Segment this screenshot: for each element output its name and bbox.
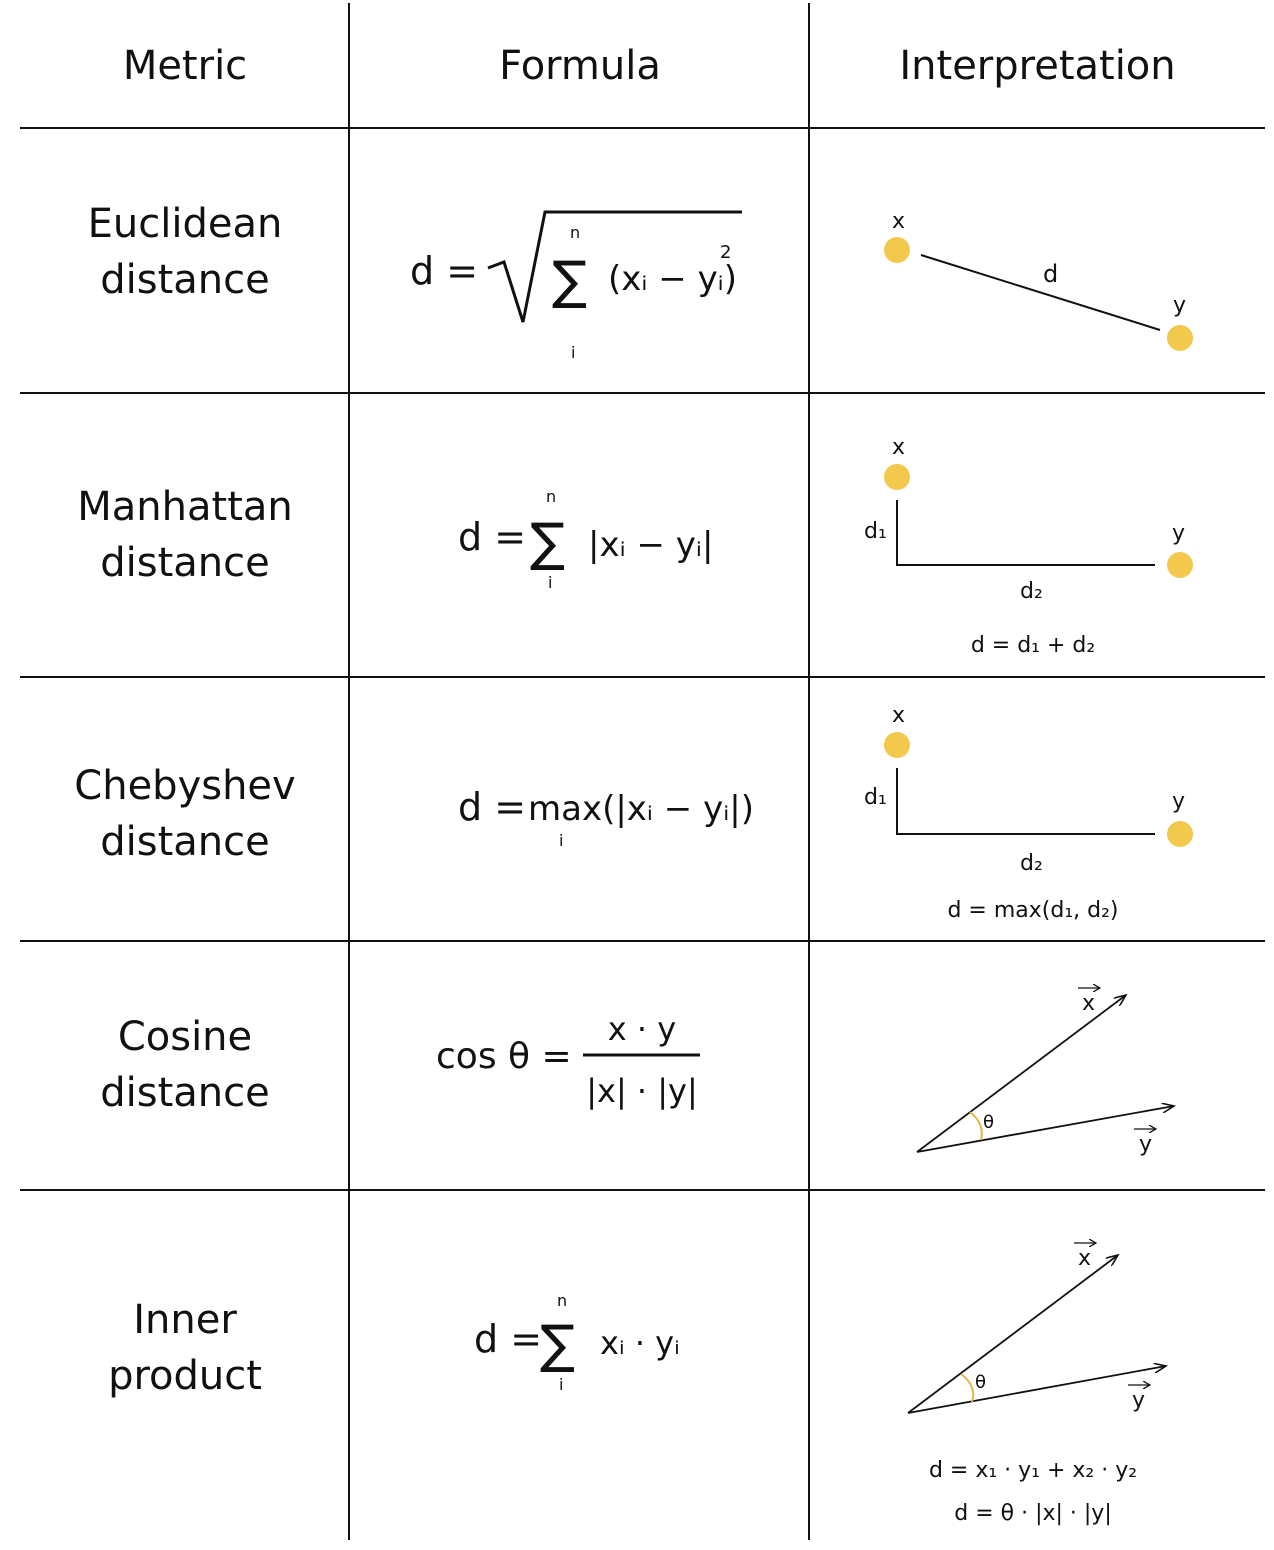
distance-equation: d = d₁ + d₂ <box>971 633 1095 658</box>
sum-lower-limit: i <box>548 573 552 592</box>
column-divider-2 <box>808 3 810 1540</box>
point-x-label: x <box>892 209 905 234</box>
formula-inner-product: d = n ∑ i xᵢ · yᵢ <box>474 1291 680 1394</box>
fraction-numerator: x · y <box>608 1010 676 1048</box>
formula-lhs: cos θ = <box>436 1036 572 1077</box>
sum-upper-limit: n <box>557 1291 567 1310</box>
formula-cosine: cos θ = x · y |x| · |y| <box>436 1010 700 1110</box>
sum-upper-limit: n <box>570 223 580 242</box>
theta-label: θ <box>975 1372 986 1393</box>
formula-lhs: d = <box>458 785 526 829</box>
d2-label: d₂ <box>1020 851 1043 876</box>
vector-x-label: x <box>1078 1246 1091 1271</box>
sigma-symbol: ∑ <box>530 513 565 573</box>
sum-upper-limit: n <box>546 487 556 506</box>
formula-body: max(|xᵢ − yᵢ|) <box>528 789 754 829</box>
point-x-label: x <box>892 703 905 728</box>
formula-euclidean: d = n ∑ i (xᵢ − yᵢ) 2 <box>410 210 742 362</box>
sqrt-sign <box>487 210 742 323</box>
diagram-chebyshev: x d₁ y d₂ d = max(d₁, d₂) <box>864 703 1193 923</box>
formula-body: xᵢ · yᵢ <box>600 1324 680 1362</box>
point-y-label: y <box>1173 293 1186 318</box>
metric-name-line2: distance <box>100 1070 270 1116</box>
metric-name-line2: distance <box>100 257 270 303</box>
metric-name-line1: Inner <box>133 1297 237 1343</box>
vector-y-label: y <box>1139 1132 1152 1157</box>
angle-arc <box>969 1111 983 1141</box>
sigma-symbol: ∑ <box>552 251 587 311</box>
vector-y-label: y <box>1132 1388 1145 1413</box>
d1-label: d₁ <box>864 519 887 544</box>
formula-body: (xᵢ − yᵢ) <box>608 259 737 299</box>
row-divider-header <box>20 127 1265 129</box>
metric-name-line2: distance <box>100 819 270 865</box>
angle-arc <box>960 1373 975 1403</box>
metric-cosine: Cosine distance <box>20 1009 350 1121</box>
row-divider-4 <box>20 1189 1265 1191</box>
distance-line <box>920 254 1161 331</box>
metric-manhattan: Manhattan distance <box>20 479 350 591</box>
point-x <box>884 237 910 263</box>
row-divider-2 <box>20 676 1265 678</box>
metric-inner-product: Inner product <box>20 1292 350 1404</box>
fraction-denominator: |x| · |y| <box>586 1072 698 1110</box>
metric-name-line1: Euclidean <box>87 201 283 247</box>
point-y-label: y <box>1172 789 1185 814</box>
diagram-inner-product: θ x y d = x₁ · y₁ + x₂ · y₂ d = θ · |x| … <box>907 1243 1166 1526</box>
metric-euclidean: Euclidean distance <box>20 196 350 308</box>
row-divider-3 <box>20 940 1265 942</box>
formula-body: |xᵢ − yᵢ| <box>588 525 713 565</box>
inner-product-equation-2: d = θ · |x| · |y| <box>954 1501 1112 1526</box>
formula-lhs: d = <box>458 515 526 559</box>
diagram-euclidean: x d y <box>884 209 1193 351</box>
point-y <box>1167 325 1193 351</box>
d1-label: d₁ <box>864 785 887 810</box>
distance-equation: d = max(d₁, d₂) <box>947 898 1118 923</box>
manhattan-path <box>896 500 1155 566</box>
vector-x-arrow <box>907 1255 1118 1414</box>
header-metric: Metric <box>122 43 248 89</box>
metric-name-line2: distance <box>100 540 270 586</box>
distance-label: d <box>1043 260 1058 288</box>
point-y-label: y <box>1172 521 1185 546</box>
metric-name-line1: Chebyshev <box>74 763 296 809</box>
formula-manhattan: d = n ∑ i |xᵢ − yᵢ| <box>458 487 713 592</box>
diagram-cosine: θ x y <box>916 988 1174 1157</box>
formula-lhs: d = <box>410 249 478 293</box>
chebyshev-path <box>896 768 1155 835</box>
formula-exponent: 2 <box>720 242 731 263</box>
sum-lower-limit: i <box>559 1375 563 1394</box>
point-x <box>884 732 910 758</box>
theta-label: θ <box>983 1112 994 1133</box>
metric-name-line2: product <box>108 1353 262 1399</box>
point-x <box>884 464 910 490</box>
sigma-symbol: ∑ <box>540 1315 575 1375</box>
metric-name-line1: Manhattan <box>77 484 293 530</box>
row-divider-1 <box>20 392 1265 394</box>
vector-y-arrow <box>916 1106 1174 1153</box>
sum-lower-limit: i <box>571 343 575 362</box>
vector-x-arrow <box>916 995 1126 1153</box>
d2-label: d₂ <box>1020 579 1043 604</box>
point-y <box>1167 552 1193 578</box>
point-x-label: x <box>892 435 905 460</box>
metric-name-line1: Cosine <box>117 1014 253 1060</box>
max-subscript: i <box>559 831 563 850</box>
point-y <box>1167 821 1193 847</box>
formula-lhs: d = <box>474 1317 542 1361</box>
diagram-manhattan: x d₁ y d₂ d = d₁ + d₂ <box>864 435 1193 658</box>
formula-chebyshev: d = max(|xᵢ − yᵢ|) i <box>458 785 754 850</box>
header-interpretation: Interpretation <box>899 43 1176 89</box>
header-formula: Formula <box>499 43 661 89</box>
vector-y-arrow <box>907 1366 1166 1414</box>
inner-product-equation-1: d = x₁ · y₁ + x₂ · y₂ <box>929 1458 1137 1483</box>
metric-chebyshev: Chebyshev distance <box>20 758 350 870</box>
column-divider-1 <box>348 3 350 1540</box>
vector-x-label: x <box>1082 991 1095 1016</box>
